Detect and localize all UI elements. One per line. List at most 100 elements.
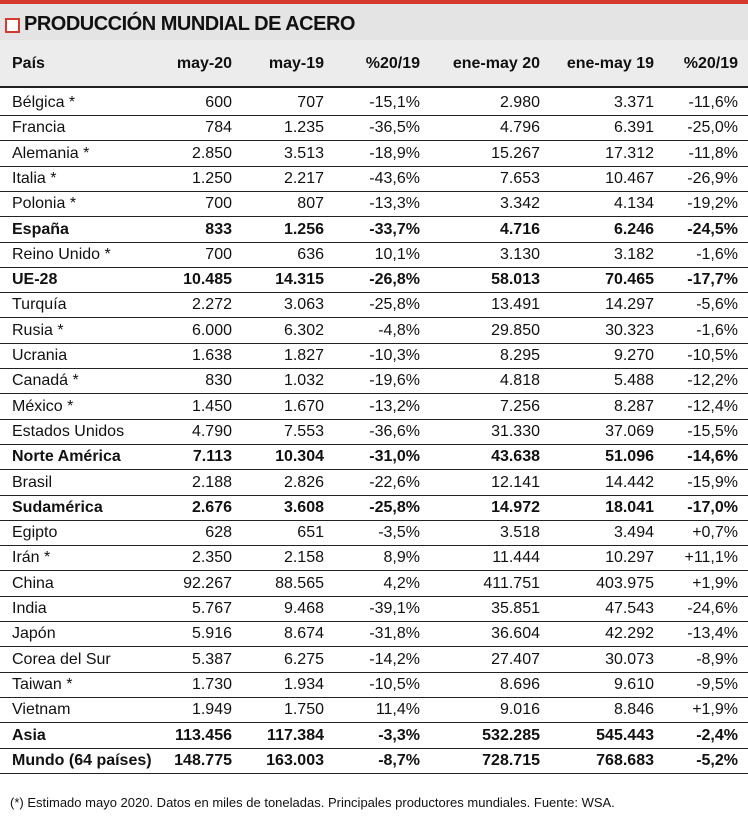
table-cell: 3.371	[613, 94, 654, 111]
table-cell: -36,6%	[369, 422, 420, 440]
table-cell: -11,8%	[688, 144, 738, 162]
table-cell: 18.041	[605, 498, 654, 516]
table-cell: 707	[297, 94, 324, 111]
table-cell: 7.256	[499, 397, 540, 415]
table-cell: -18,9%	[369, 144, 420, 162]
table-cell: 1.750	[283, 701, 324, 719]
table-cell: -15,5%	[687, 422, 738, 440]
table-row: Asia 113.456 117.384 -3,3% 532.285 545.443 -2,…	[0, 724, 748, 749]
table-cell: -10,3%	[369, 347, 420, 364]
table-cell: 14.972	[491, 498, 540, 516]
table-cell: +1,9%	[692, 701, 738, 719]
table-cell: 27.407	[491, 650, 540, 668]
table-row: España 833 1.256 -33,7% 4.716 6.246 -24,5%	[0, 218, 748, 243]
table-row: UE-28 10.485 14.315 -26,8% 58.013 70.465 -17,7…	[0, 268, 748, 294]
table-cell: 58.013	[491, 271, 540, 289]
table-cell: 12.141	[491, 473, 540, 491]
table-cell: Asia	[12, 726, 46, 744]
table-cell: -33,7%	[369, 220, 420, 238]
table-row: Irán * 2.350 2.158 8,9% 11.444 10.297 +11,1%	[0, 546, 748, 572]
table-row: Turquía 2.272 3.063 -25,8% 13.491 14.297 -5,6%	[0, 293, 748, 319]
table-cell: 728.715	[482, 751, 540, 769]
table-cell: 10.304	[275, 448, 324, 466]
table-cell: -25,8%	[369, 296, 420, 314]
table-cell: -13,3%	[369, 195, 420, 213]
table-cell: 11.444	[492, 549, 540, 567]
footnote: (*) Estimado mayo 2020. Datos en miles d…	[10, 795, 615, 810]
table-cell: 8,9%	[383, 549, 420, 567]
table-cell: Mundo (64 países)	[12, 751, 152, 769]
table-cell: 8.846	[613, 701, 654, 719]
table-cell: -9,5%	[696, 675, 738, 693]
table-cell: 5.916	[191, 625, 232, 643]
table-row: México * 1.450 1.670 -13,2% 7.256 8.287 -12,4%	[0, 395, 748, 420]
table-cell: 1.730	[191, 675, 232, 693]
table-row: Vietnam 1.949 1.750 11,4% 9.016 8.846 +1,9%	[0, 698, 748, 724]
table-cell: Canadá *	[12, 372, 79, 390]
table-cell: 8.674	[283, 625, 324, 643]
table-cell: 7.553	[283, 422, 324, 440]
table-cell: Vietnam	[12, 701, 71, 719]
table-cell: 1.256	[283, 220, 324, 238]
table-cell: 2.850	[191, 144, 232, 162]
table-cell: -39,1%	[369, 600, 420, 617]
column-header: País	[12, 55, 45, 72]
table-cell: 30.323	[605, 321, 654, 339]
table-cell: 51.096	[605, 448, 654, 466]
table-row: Canadá * 830 1.032 -19,6% 4.818 5.488 -12,2%	[0, 369, 748, 395]
table-cell: Reino Unido *	[12, 245, 111, 263]
table-row: Sudamérica 2.676 3.608 -25,8% 14.972 18.041 -1…	[0, 496, 748, 521]
table-cell: 830	[205, 372, 232, 390]
table-cell: Rusia *	[12, 321, 64, 339]
table-cell: Polonia *	[12, 195, 77, 213]
table-cell: -22,6%	[369, 473, 420, 491]
table-cell: -19,6%	[369, 372, 420, 390]
table-cell: 833	[205, 220, 232, 238]
table-cell: -24,6%	[687, 600, 738, 617]
table-cell: 17.312	[605, 144, 654, 162]
table-cell: 6.302	[283, 321, 324, 339]
table-cell: 6.000	[191, 321, 232, 339]
table-cell: 88.565	[275, 574, 324, 592]
table-row: Estados Unidos 4.790 7.553 -36,6% 31.330 37.0…	[0, 420, 748, 445]
table-cell: 6.275	[283, 650, 324, 668]
table-cell: 163.003	[266, 751, 324, 769]
table-cell: 10.485	[183, 271, 232, 289]
table-cell: 4.790	[191, 422, 232, 440]
table-cell: 651	[297, 524, 324, 542]
table-cell: 4.818	[499, 372, 540, 390]
table-cell: -14,6%	[687, 448, 738, 466]
table-cell: 30.073	[605, 650, 654, 668]
table-cell: -3,5%	[378, 524, 420, 542]
table-cell: -3,3%	[378, 726, 420, 744]
table-cell: 2.158	[283, 549, 324, 567]
table-cell: -11,6%	[688, 94, 738, 111]
table-cell: -14,2%	[369, 650, 420, 668]
table-cell: Japón	[12, 625, 56, 643]
table-cell: +11,1%	[684, 549, 738, 567]
table-cell: -12,2%	[687, 372, 738, 390]
table-cell: -15,1%	[369, 94, 420, 111]
table-cell: México *	[12, 397, 74, 415]
title: PRODUCCIÓN MUNDIAL DE ACERO	[24, 13, 355, 35]
table-cell: 3.342	[499, 195, 540, 213]
table-cell: 1.670	[283, 397, 324, 415]
table-cell: 403.975	[596, 574, 654, 592]
table-cell: 14.315	[275, 271, 324, 289]
table-cell: -19,2%	[687, 195, 738, 213]
table-cell: 1.450	[191, 397, 232, 415]
table-cell: 4,2%	[383, 574, 420, 592]
table-cell: -25,0%	[687, 119, 738, 137]
table-row: India 5.767 9.468 -39,1% 35.851 47.543 -24,6%	[0, 597, 748, 622]
table-cell: -1,6%	[696, 321, 738, 339]
table-cell: India	[12, 600, 47, 617]
title-bar: PRODUCCIÓN MUNDIAL DE ACERO	[0, 0, 748, 40]
table-cell: UE-28	[12, 271, 58, 289]
table-row: Brasil 2.188 2.826 -22,6% 12.141 14.442 -15,9%	[0, 471, 748, 496]
table-cell: 10,1%	[374, 245, 420, 263]
table-cell: -36,5%	[369, 119, 420, 137]
table-cell: 148.775	[174, 751, 232, 769]
table-cell: 10.297	[605, 549, 654, 567]
table-cell: 4.134	[613, 195, 654, 213]
